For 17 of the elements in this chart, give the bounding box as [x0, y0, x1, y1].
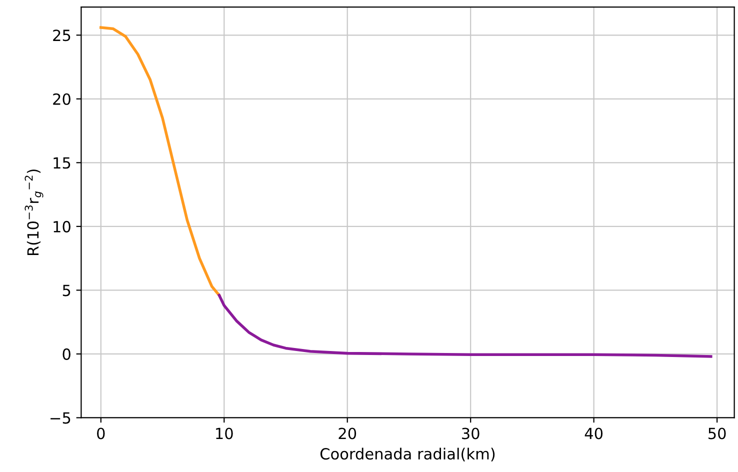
x-tick-label: 30	[462, 428, 480, 440]
x-tick-label: 20	[338, 428, 356, 440]
line-series	[218, 294, 712, 358]
line-series	[100, 26, 221, 297]
y-tick-label: −5	[50, 412, 70, 424]
x-tick-label: 0	[97, 428, 105, 440]
x-tick-label: 10	[216, 428, 233, 440]
y-tick-label: 5	[62, 284, 70, 296]
y-tick-label: 15	[54, 157, 70, 169]
y-tick-label: 25	[53, 30, 70, 42]
x-tick-label: 50	[708, 428, 726, 440]
x-axis-title: Coordenada radial(km)	[320, 448, 495, 462]
x-tick-label: 40	[584, 428, 603, 440]
y-tick-label: 20	[53, 93, 70, 105]
y-tick-label: 0	[62, 348, 70, 360]
y-axis-title: R(10$^{−3}$r$_{g}$$^{−2}$)	[24, 170, 44, 256]
y-tick-label: 10	[54, 220, 70, 232]
